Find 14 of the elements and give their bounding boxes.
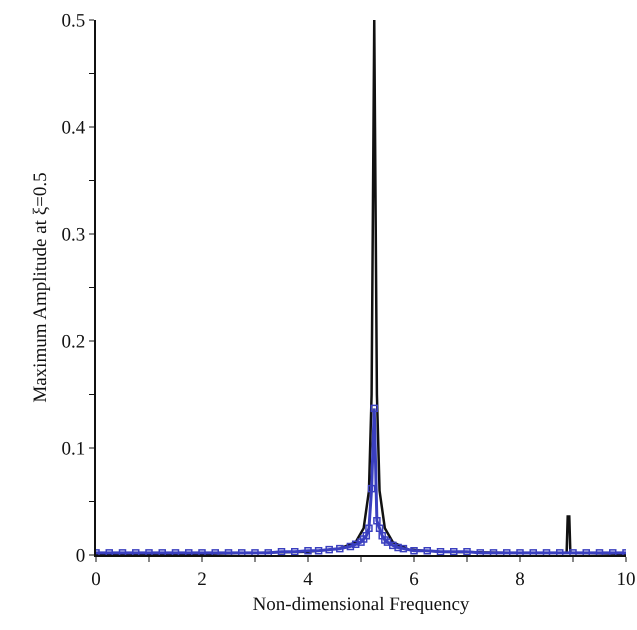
y-tick-label: 0.4 [61,118,86,139]
x-tick-label: 0 [91,568,101,590]
x-tick-label: 8 [515,568,525,590]
y-tick-label: 0 [76,546,86,567]
y-tick-label: 0.1 [61,438,86,460]
x-axis-title: Non-dimensional Frequency [252,594,470,616]
y-tick-label: 0.3 [61,224,86,246]
x-tick-label: 6 [409,568,419,590]
y-axis-title: Maximum Amplitude at ξ=0.5 [30,172,51,403]
x-tick-label: 4 [303,568,314,590]
x-tick-label: 2 [197,568,207,590]
y-tick-label: 0.5 [61,10,86,32]
x-tick-label: 10 [616,568,636,590]
y-tick-label: 0.2 [61,332,86,353]
